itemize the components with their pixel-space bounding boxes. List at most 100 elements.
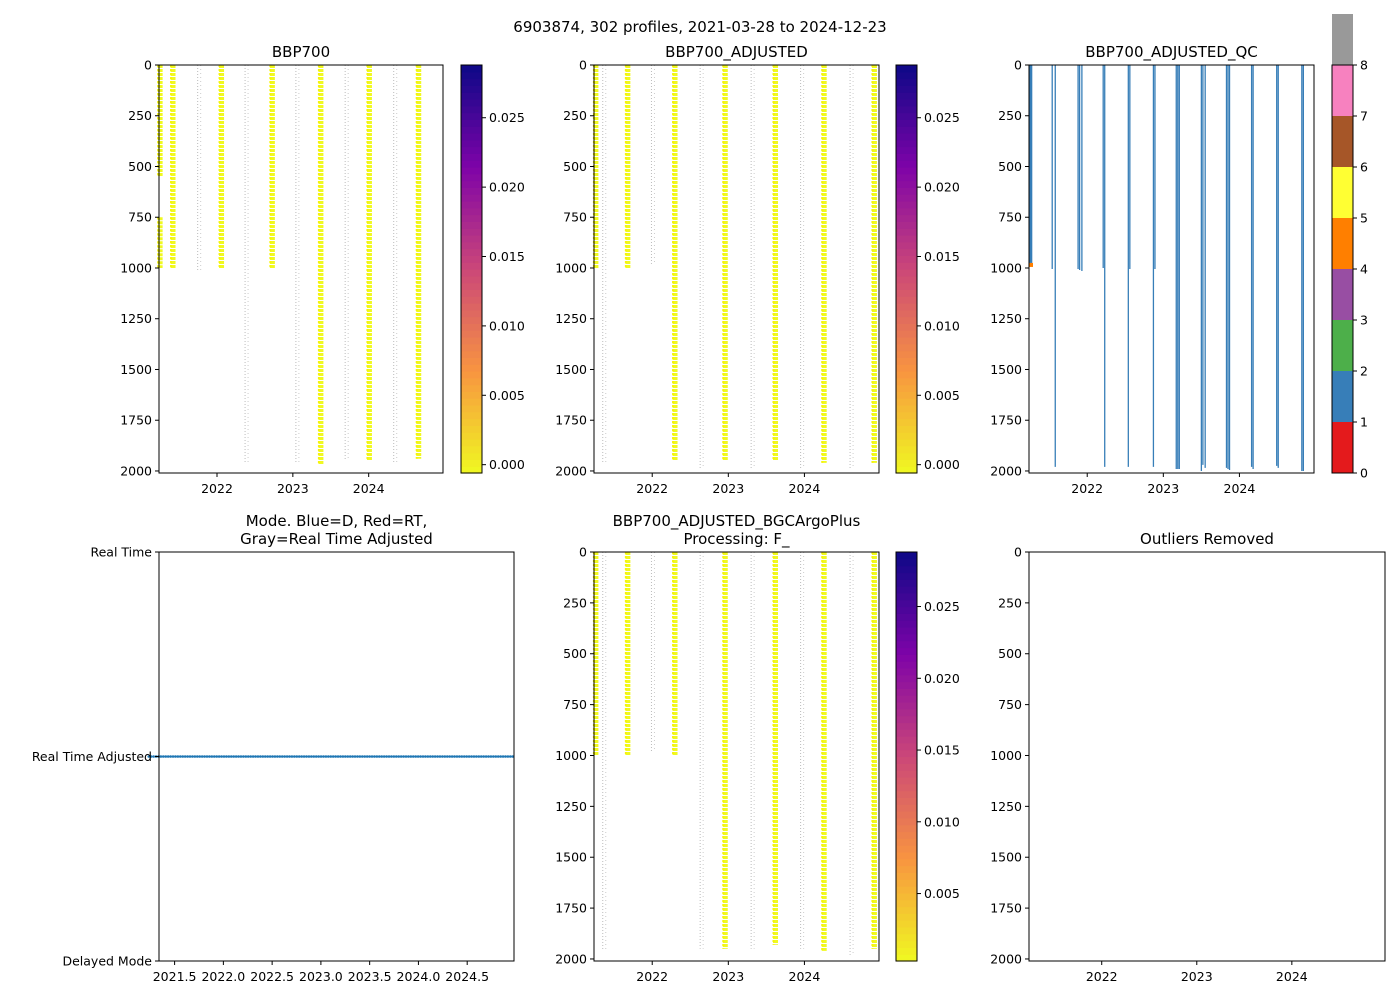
mode-point xyxy=(392,755,396,758)
mode-point xyxy=(273,755,277,758)
y-tick-label: 1250 xyxy=(990,799,1022,814)
mode-point xyxy=(191,755,194,758)
mode-point xyxy=(501,755,505,758)
mode-point xyxy=(162,755,165,758)
colorbar-segment xyxy=(896,606,917,614)
mode-point xyxy=(217,755,221,758)
colorbar-segment xyxy=(461,269,482,277)
axes-frame xyxy=(1028,551,1386,962)
axes-frame xyxy=(593,64,880,474)
colorbar-tick-label: 8 xyxy=(1360,58,1368,73)
colorbar-segment xyxy=(896,371,917,379)
x-tick-label: 2024 xyxy=(353,481,385,496)
x-tick-label: 2022 xyxy=(201,481,233,496)
y-tick-label: 500 xyxy=(998,159,1022,174)
colorbar-segment xyxy=(461,139,482,148)
colorbar-segment xyxy=(896,316,917,324)
mode-point xyxy=(346,755,350,758)
y-tick-label: 0 xyxy=(579,58,587,73)
colorbar-segment xyxy=(896,269,917,277)
mode-point xyxy=(348,755,352,758)
colorbar-segment xyxy=(461,459,482,467)
colorbar-segment xyxy=(896,763,917,771)
colorbar-segment xyxy=(896,661,917,669)
colorbar-segment xyxy=(896,736,917,744)
colorbar-segment xyxy=(896,221,917,229)
colorbar-segment xyxy=(461,323,482,331)
colorbar-segment xyxy=(896,241,917,250)
colorbar-frame xyxy=(895,64,918,474)
colorbar-segment xyxy=(461,398,482,406)
colorbar-segment xyxy=(896,954,917,962)
colorbar-segment xyxy=(896,742,917,751)
colorbar-segment xyxy=(896,459,917,467)
mode-point xyxy=(222,755,226,758)
colorbar-segment xyxy=(896,892,917,901)
axes-frame xyxy=(593,551,880,962)
colorbar-segment xyxy=(461,146,482,154)
y-tick-label: 1250 xyxy=(555,311,587,326)
mode-point xyxy=(477,755,481,758)
colorbar-segment xyxy=(896,858,917,867)
colorbar-segment xyxy=(896,289,917,297)
mode-point xyxy=(353,755,357,758)
colorbar-segment xyxy=(461,201,482,209)
colorbar-segment xyxy=(896,811,917,819)
mode-point xyxy=(382,755,386,758)
x-tick-label: 2022 xyxy=(1071,481,1103,496)
colorbar-segment xyxy=(896,133,917,141)
colorbar-segment xyxy=(896,330,917,338)
colorbar-segment xyxy=(896,565,917,574)
y-tick-label: 0 xyxy=(1014,58,1022,73)
mode-point xyxy=(242,755,245,758)
colorbar-segment xyxy=(461,119,482,127)
y-tick-label: 2000 xyxy=(555,463,587,478)
mode-point xyxy=(174,755,177,758)
colorbar-segment xyxy=(461,167,482,175)
colorbar-segment xyxy=(896,139,917,148)
colorbar-tick-label: 0.005 xyxy=(489,388,525,403)
colorbar-segment xyxy=(896,119,917,127)
y-tick-label: 750 xyxy=(998,697,1022,712)
x-tick-label: 2024.0 xyxy=(397,969,441,984)
x-tick-label: 2022.5 xyxy=(250,969,294,984)
colorbar-segment xyxy=(896,187,917,195)
y-tick-label: 2000 xyxy=(990,951,1022,966)
y-tick-label: 2000 xyxy=(990,463,1022,478)
colorbar-segment xyxy=(896,722,917,730)
colorbar-segment xyxy=(896,364,917,372)
colorbar-segment xyxy=(461,466,482,474)
y-tick-label: 2000 xyxy=(555,951,587,966)
colorbar-segment xyxy=(461,153,482,161)
colorbar-segment xyxy=(461,99,482,107)
colorbar-segment xyxy=(896,309,917,318)
mode-point xyxy=(475,755,478,758)
x-tick-label: 2022 xyxy=(1086,969,1118,984)
colorbar-segment xyxy=(461,112,482,120)
y-tick-label: 1250 xyxy=(555,799,587,814)
mode-point xyxy=(278,755,282,758)
y-tick-label: 1500 xyxy=(990,850,1022,865)
colorbar-segment xyxy=(461,248,482,256)
x-tick-label: 2023.0 xyxy=(299,969,343,984)
mode-point xyxy=(203,755,206,758)
mode-point xyxy=(339,755,342,758)
y-tick-label: 1000 xyxy=(555,260,587,275)
colorbar-segment xyxy=(461,303,482,311)
y-tick-label: 1750 xyxy=(555,901,587,916)
plot-area xyxy=(594,65,879,473)
mode-point xyxy=(246,755,250,758)
mode-point xyxy=(494,755,498,758)
mode-point xyxy=(402,755,405,758)
mode-point xyxy=(344,755,347,758)
colorbar-segment xyxy=(461,194,482,202)
colorbar-segment xyxy=(461,364,482,372)
qc-mark xyxy=(1029,262,1033,267)
y-tick-label: 1000 xyxy=(990,748,1022,763)
colorbar-tick-label: 0.020 xyxy=(489,180,525,195)
colorbar-segment xyxy=(896,770,917,778)
mode-point xyxy=(290,755,294,758)
axes-frame xyxy=(1028,64,1315,474)
mode-point xyxy=(511,755,515,758)
mode-point xyxy=(288,755,291,758)
